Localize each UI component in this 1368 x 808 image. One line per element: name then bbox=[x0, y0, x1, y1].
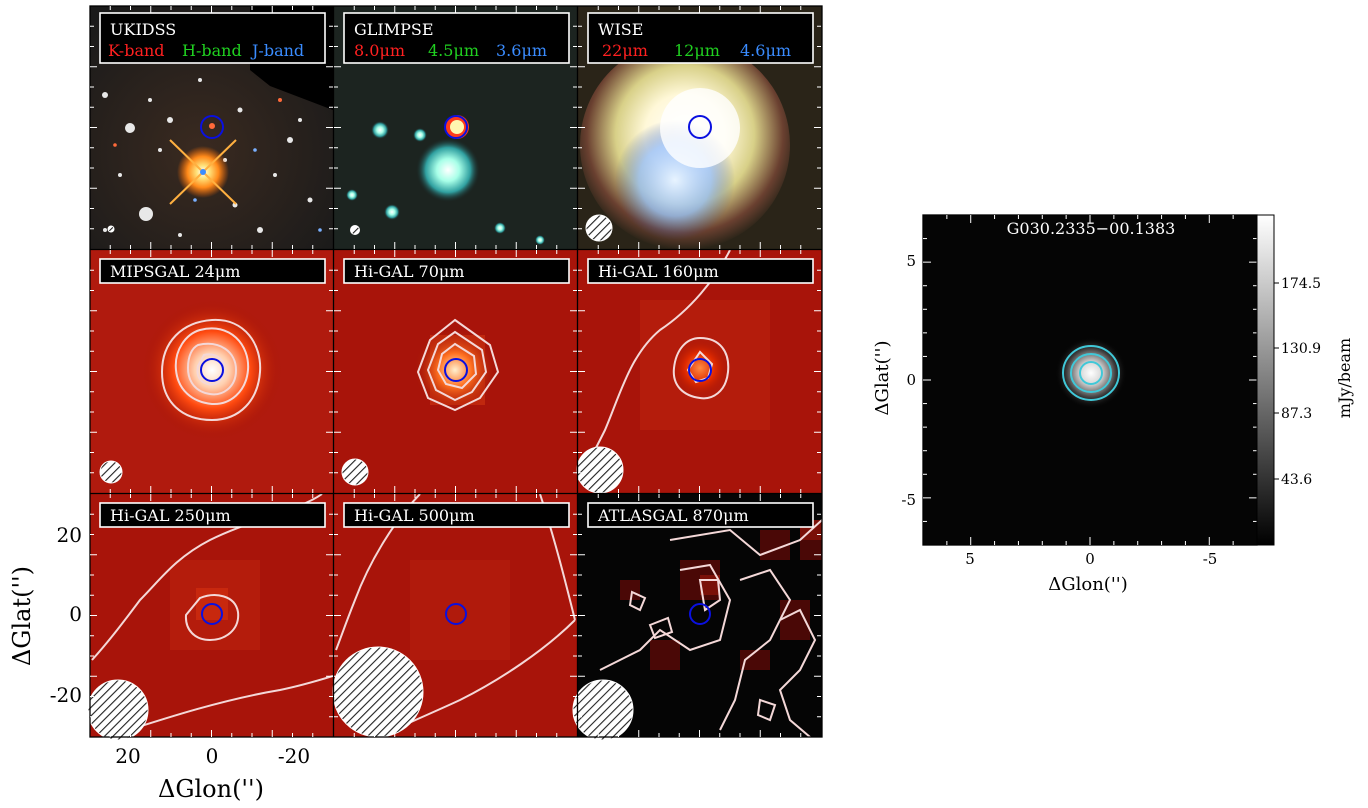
panel-title-higal70: Hi-GAL 70μm bbox=[354, 262, 464, 281]
panel-title-ukidss: UKIDSS bbox=[110, 20, 176, 39]
beam-ukidss bbox=[107, 225, 115, 233]
panel-title-wise: WISE bbox=[598, 20, 643, 39]
title-box-higal500: Hi-GAL 500μm bbox=[343, 502, 570, 528]
mosaic-xtick-label: -20 bbox=[278, 744, 310, 768]
band-label-ukidss-2: J-band bbox=[250, 41, 304, 60]
mosaic-ytick-label: 20 bbox=[57, 523, 82, 547]
panel-ticks bbox=[90, 6, 821, 737]
source-marker-higal160 bbox=[688, 358, 712, 382]
inset-ticks bbox=[923, 215, 1257, 545]
colorbar-tick-label: 130.9 bbox=[1281, 341, 1321, 357]
beam-wise bbox=[585, 214, 613, 242]
band-label-wise-1: 12μm bbox=[674, 41, 720, 60]
mosaic-xtick-label: 20 bbox=[115, 744, 140, 768]
band-label-wise-2: 4.6μm bbox=[740, 41, 791, 60]
inset-xtick-label: -5 bbox=[1203, 550, 1218, 568]
colorbar-tick-label: 174.5 bbox=[1281, 276, 1321, 292]
panel-mipsgal bbox=[90, 250, 333, 493]
band-label-glimpse-0: 8.0μm bbox=[354, 41, 405, 60]
beam-atlasgal bbox=[572, 679, 634, 741]
source-marker-ukidss bbox=[200, 115, 224, 139]
inset-ytick-label: 5 bbox=[906, 252, 916, 270]
title-box-ukidss: UKIDSS K-band H-band J-band bbox=[99, 12, 326, 64]
beam-higal70 bbox=[341, 458, 369, 486]
panel-higal70 bbox=[334, 250, 577, 493]
panel-higal250 bbox=[90, 494, 333, 737]
mosaic-xticks: 20 0 -20 bbox=[115, 744, 310, 768]
band-label-glimpse-2: 3.6μm bbox=[496, 41, 547, 60]
inset-xtick-label: 0 bbox=[1085, 550, 1095, 568]
mosaic-ytick-label: -20 bbox=[50, 683, 82, 707]
band-label-ukidss-0: K-band bbox=[108, 41, 165, 60]
source-marker-higal70 bbox=[444, 358, 468, 382]
beam-higal500 bbox=[332, 646, 424, 738]
mosaic-ylabel: ΔGlat('') bbox=[8, 566, 36, 666]
title-box-atlasgal: ATLASGAL 870μm bbox=[587, 502, 814, 528]
title-box-glimpse: GLIMPSE 8.0μm 4.5μm 3.6μm bbox=[343, 12, 570, 64]
panel-atlasgal bbox=[578, 494, 822, 737]
panel-title-atlasgal: ATLASGAL 870μm bbox=[597, 506, 749, 525]
beam-higal250 bbox=[87, 679, 149, 741]
inset-yticks: 5 0 -5 bbox=[901, 252, 916, 509]
colorbar: 174.5 130.9 87.3 43.6 mJy/beam bbox=[1256, 214, 1354, 546]
colorbar-tick-label: 43.6 bbox=[1281, 472, 1312, 488]
inset-xlabel: ΔGlon('') bbox=[1048, 574, 1128, 595]
title-box-higal250: Hi-GAL 250μm bbox=[99, 502, 326, 528]
mosaic-ytick-label: 0 bbox=[69, 602, 82, 626]
panel-title-higal250: Hi-GAL 250μm bbox=[110, 506, 231, 525]
source-marker-glimpse bbox=[444, 115, 468, 139]
source-markers bbox=[200, 115, 712, 625]
source-marker-higal500 bbox=[445, 603, 467, 625]
title-box-mipsgal: MIPSGAL 24μm bbox=[99, 258, 326, 284]
beam-mipsgal bbox=[99, 460, 123, 484]
source-marker-mipsgal bbox=[200, 358, 224, 382]
inset-image bbox=[922, 214, 1258, 546]
inset-ytick-label: -5 bbox=[901, 491, 916, 509]
band-label-ukidss-1: H-band bbox=[182, 41, 242, 60]
panel-higal160 bbox=[578, 250, 822, 493]
source-marker-atlasgal bbox=[689, 603, 711, 625]
inset-xtick-label: 5 bbox=[965, 550, 975, 568]
mosaic-xlabel: ΔGlon('') bbox=[158, 775, 264, 803]
panel-title-mipsgal: MIPSGAL 24μm bbox=[110, 262, 240, 281]
colorbar-label: mJy/beam bbox=[1335, 338, 1354, 418]
beam-higal160 bbox=[576, 446, 624, 494]
band-label-glimpse-1: 4.5μm bbox=[428, 41, 479, 60]
beam-glimpse bbox=[350, 225, 360, 235]
title-box-higal160: Hi-GAL 160μm bbox=[587, 258, 814, 284]
inset-ytick-label: 0 bbox=[906, 371, 916, 389]
colorbar-tick-label: 87.3 bbox=[1281, 406, 1312, 422]
source-marker-higal250 bbox=[201, 603, 223, 625]
panel-title-higal500: Hi-GAL 500μm bbox=[354, 506, 475, 525]
mosaic-xtick-label: 0 bbox=[206, 744, 219, 768]
panel-title-higal160: Hi-GAL 160μm bbox=[598, 262, 719, 281]
title-box-higal70: Hi-GAL 70μm bbox=[343, 258, 570, 284]
source-marker-wise bbox=[688, 115, 712, 139]
band-label-wise-0: 22μm bbox=[602, 41, 648, 60]
mosaic-yticks: 20 0 -20 bbox=[50, 523, 82, 707]
inset-contours bbox=[1062, 345, 1120, 401]
inset-xticks: 5 0 -5 bbox=[965, 550, 1217, 568]
title-box-wise: WISE 22μm 12μm 4.6μm bbox=[587, 12, 814, 64]
panel-title-glimpse: GLIMPSE bbox=[354, 20, 434, 39]
inset-ylabel: ΔGlat('') bbox=[872, 340, 893, 415]
inset-title: G030.2335−00.1383 bbox=[1007, 219, 1176, 238]
